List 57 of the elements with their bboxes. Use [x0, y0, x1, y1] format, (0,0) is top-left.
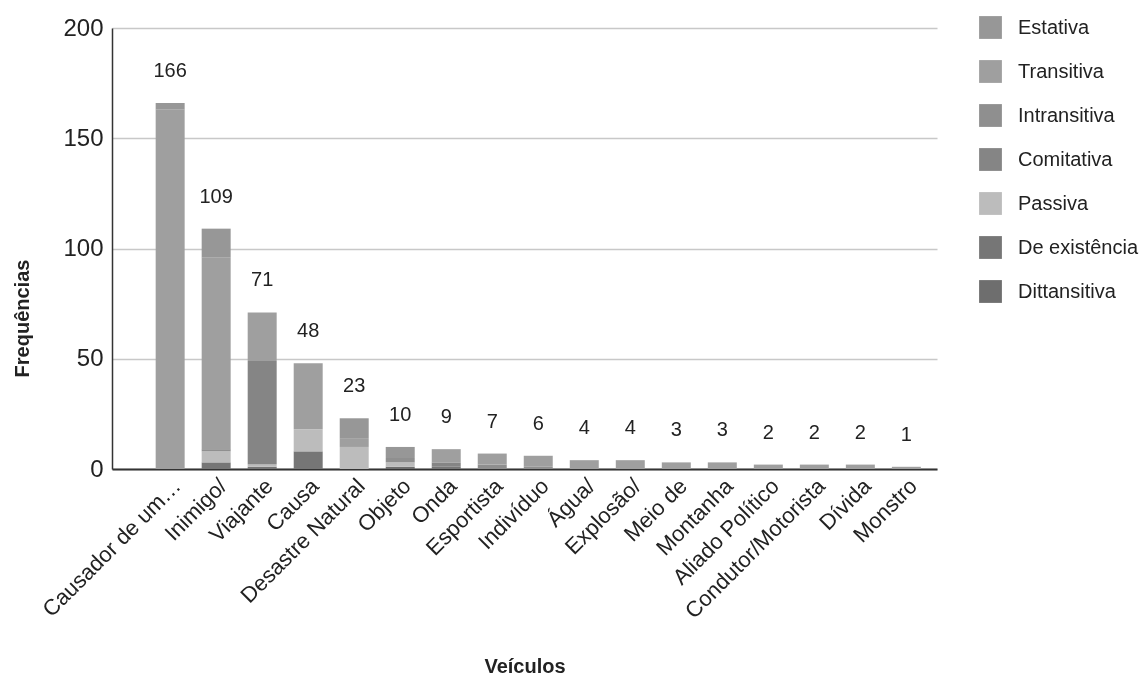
y-axis-title: Frequências [10, 259, 33, 378]
bar [615, 460, 645, 469]
legend-label: Transitiva [1018, 59, 1105, 82]
bar [753, 464, 783, 469]
bar [293, 451, 323, 469]
bar [477, 453, 507, 465]
bar [569, 460, 599, 469]
total-label: 7 [486, 409, 498, 432]
bar [201, 462, 231, 469]
y-tick-label: 0 [90, 454, 104, 482]
total-label: 10 [389, 402, 412, 425]
bar [385, 462, 415, 467]
bar [845, 464, 875, 469]
legend-label: Estativa [1018, 15, 1091, 38]
y-tick-label: 150 [63, 123, 104, 151]
bar [707, 462, 737, 469]
total-label: 71 [251, 268, 274, 291]
legend-label: Passiva [1018, 191, 1089, 214]
total-label: 1 [900, 422, 912, 445]
total-label: 9 [440, 405, 452, 428]
bar [385, 466, 415, 469]
bar [247, 312, 277, 361]
bar [339, 446, 369, 469]
legend-label: Intransitiva [1018, 103, 1116, 126]
total-label: 4 [624, 416, 636, 439]
bar [891, 466, 921, 469]
total-label: 2 [854, 420, 866, 443]
legend-label: De existência [1018, 235, 1139, 258]
y-tick-label: 50 [76, 344, 104, 372]
y-tick-label: 200 [63, 13, 104, 41]
bar [431, 466, 461, 469]
total-label: 3 [670, 418, 682, 441]
bar [477, 464, 507, 469]
total-label: 2 [762, 420, 774, 443]
bar [201, 451, 231, 463]
total-label: 109 [199, 184, 233, 207]
legend-label: Dittansitiva [1018, 279, 1117, 302]
bar [799, 464, 829, 469]
bar [293, 429, 323, 452]
total-label: 4 [578, 416, 590, 439]
total-label: 6 [532, 411, 544, 434]
total-label: 23 [343, 374, 366, 397]
bar [661, 462, 691, 469]
bar [247, 360, 277, 465]
total-label: 3 [716, 418, 728, 441]
bar [293, 363, 323, 430]
bar [523, 466, 553, 469]
bar [431, 449, 461, 463]
bar [431, 462, 461, 467]
x-axis-title: Veículos [484, 654, 566, 677]
total-label: 48 [297, 319, 320, 342]
y-tick-label: 100 [63, 234, 104, 261]
total-label: 2 [808, 420, 820, 443]
bar [385, 446, 415, 458]
total-label: 166 [153, 58, 187, 81]
legend-label: Comitativa [1018, 147, 1114, 170]
bar [523, 455, 553, 467]
